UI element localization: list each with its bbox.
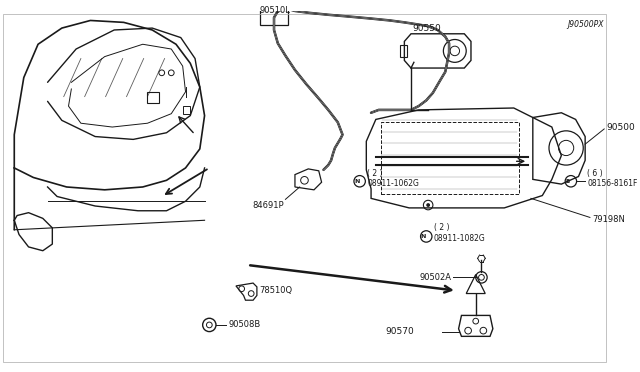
Text: ( 6 ): ( 6 ): [587, 169, 603, 178]
Text: 90570: 90570: [385, 327, 414, 336]
Text: 90502A: 90502A: [420, 273, 452, 282]
Text: 90550: 90550: [412, 24, 440, 33]
Text: 84691P: 84691P: [252, 201, 284, 210]
Text: 78510Q: 78510Q: [259, 286, 292, 295]
Bar: [399, 45, 407, 57]
Text: ( 2 ): ( 2 ): [367, 169, 383, 178]
Text: B: B: [566, 179, 570, 184]
Text: N: N: [420, 234, 426, 239]
Text: 08156-8161F: 08156-8161F: [587, 179, 637, 187]
Text: 08911-1062G: 08911-1062G: [367, 179, 419, 187]
Bar: [260, 10, 288, 25]
Text: ( 2 ): ( 2 ): [434, 224, 449, 232]
Text: 79198N: 79198N: [592, 215, 625, 224]
Bar: [182, 106, 190, 114]
Text: 08911-1082G: 08911-1082G: [434, 234, 486, 243]
Text: J90500PX: J90500PX: [567, 20, 604, 29]
Bar: [147, 92, 159, 103]
Text: 90510L: 90510L: [260, 6, 291, 15]
Text: 90500: 90500: [606, 122, 635, 132]
Text: 90508B: 90508B: [228, 320, 260, 330]
Circle shape: [426, 203, 430, 207]
Text: N: N: [354, 179, 360, 184]
